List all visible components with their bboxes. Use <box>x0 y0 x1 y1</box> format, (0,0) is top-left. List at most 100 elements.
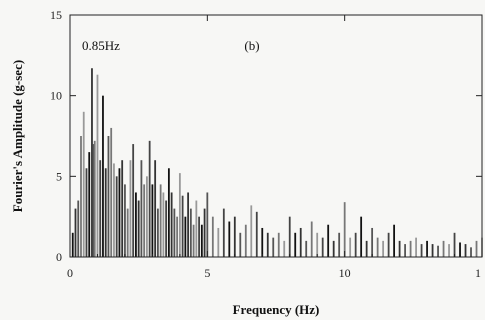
bar-81 <box>376 237 379 257</box>
bar-24 <box>135 192 137 257</box>
bar-87 <box>409 240 412 257</box>
bar-12 <box>102 95 104 257</box>
bar-60 <box>261 227 264 257</box>
bar-36 <box>167 168 170 257</box>
bar-32 <box>156 208 159 257</box>
bar-49 <box>203 208 206 257</box>
bar-28 <box>146 176 148 257</box>
bar-5 <box>85 168 88 257</box>
y-tick-label-1: 5 <box>56 169 62 183</box>
bar-43 <box>187 192 190 257</box>
bar-35 <box>165 200 168 257</box>
bar-91 <box>431 244 434 257</box>
bar-41 <box>181 195 184 257</box>
bar-7 <box>91 68 93 258</box>
bar-30 <box>151 184 154 257</box>
bar-73 <box>332 240 335 257</box>
bar-42 <box>184 216 187 257</box>
bar-64 <box>283 240 286 257</box>
bar-78 <box>360 216 363 257</box>
bar-71 <box>321 237 324 257</box>
bar-61 <box>266 232 269 257</box>
y-axis-title: Fourier's Amplitude (g-sec) <box>10 60 25 212</box>
bar-2 <box>77 200 80 257</box>
bar-83 <box>387 232 390 257</box>
x-tick-label-3: 1 <box>475 266 481 280</box>
bar-92 <box>437 245 439 257</box>
bar-51 <box>211 216 214 257</box>
x-tick-label-0: 0 <box>67 266 73 280</box>
bar-96 <box>459 242 461 257</box>
bar-27 <box>143 184 146 257</box>
bar-57 <box>244 224 247 257</box>
bar-1 <box>74 208 77 257</box>
bar-93 <box>442 240 445 257</box>
bar-59 <box>255 211 258 257</box>
bar-76 <box>349 237 352 257</box>
bar-74 <box>338 232 341 257</box>
bar-85 <box>398 240 401 257</box>
bar-46 <box>195 200 198 257</box>
bar-79 <box>365 240 368 257</box>
bar-67 <box>299 227 302 257</box>
bar-99 <box>475 240 478 257</box>
y-tick-label-0: 0 <box>56 250 62 264</box>
bar-48 <box>200 224 203 257</box>
bar-97 <box>464 244 467 257</box>
bar-40 <box>178 173 181 257</box>
panel-label: (b) <box>244 38 259 53</box>
y-tick-label-3: 15 <box>50 8 62 22</box>
bar-44 <box>189 208 192 257</box>
bar-19 <box>121 160 124 257</box>
bar-94 <box>448 244 450 257</box>
bar-55 <box>233 216 236 257</box>
bar-23 <box>132 144 135 257</box>
bar-66 <box>294 232 297 257</box>
bar-8 <box>92 144 95 257</box>
bar-38 <box>173 208 176 257</box>
bar-68 <box>305 240 308 257</box>
bar-14 <box>107 136 110 257</box>
bar-72 <box>327 224 330 257</box>
bar-15 <box>110 127 113 258</box>
bar-26 <box>140 160 143 257</box>
x-axis-title: Frequency (Hz) <box>233 302 320 317</box>
bar-21 <box>126 208 129 257</box>
bar-58 <box>250 205 253 257</box>
plot-frame <box>69 14 483 258</box>
bar-11 <box>99 160 102 257</box>
bar-6 <box>88 152 91 257</box>
bar-29 <box>148 140 151 257</box>
bar-82 <box>382 240 385 257</box>
bar-0 <box>71 232 74 257</box>
x-tick-label-1: 5 <box>204 266 210 280</box>
bar-88 <box>415 237 417 257</box>
bar-18 <box>118 168 121 257</box>
bar-9 <box>93 140 96 257</box>
bar-89 <box>420 244 423 257</box>
bar-95 <box>453 232 456 257</box>
bar-13 <box>104 168 107 257</box>
bar-4 <box>82 111 85 257</box>
bar-31 <box>154 160 157 257</box>
bar-52 <box>217 227 220 257</box>
bar-77 <box>354 232 357 257</box>
bar-16 <box>113 163 115 257</box>
bar-10 <box>96 74 99 257</box>
bar-45 <box>192 224 195 257</box>
bar-70 <box>316 232 319 257</box>
bars-group <box>71 68 483 258</box>
bar-86 <box>404 244 406 257</box>
bar-39 <box>176 216 179 257</box>
bar-56 <box>239 232 242 257</box>
bar-62 <box>272 237 275 257</box>
bar-25 <box>137 200 140 257</box>
bar-98 <box>470 247 472 257</box>
bar-50 <box>206 192 209 257</box>
x-tick-label-2: 10 <box>339 266 351 280</box>
bar-47 <box>198 216 200 257</box>
bar-75 <box>343 202 346 257</box>
